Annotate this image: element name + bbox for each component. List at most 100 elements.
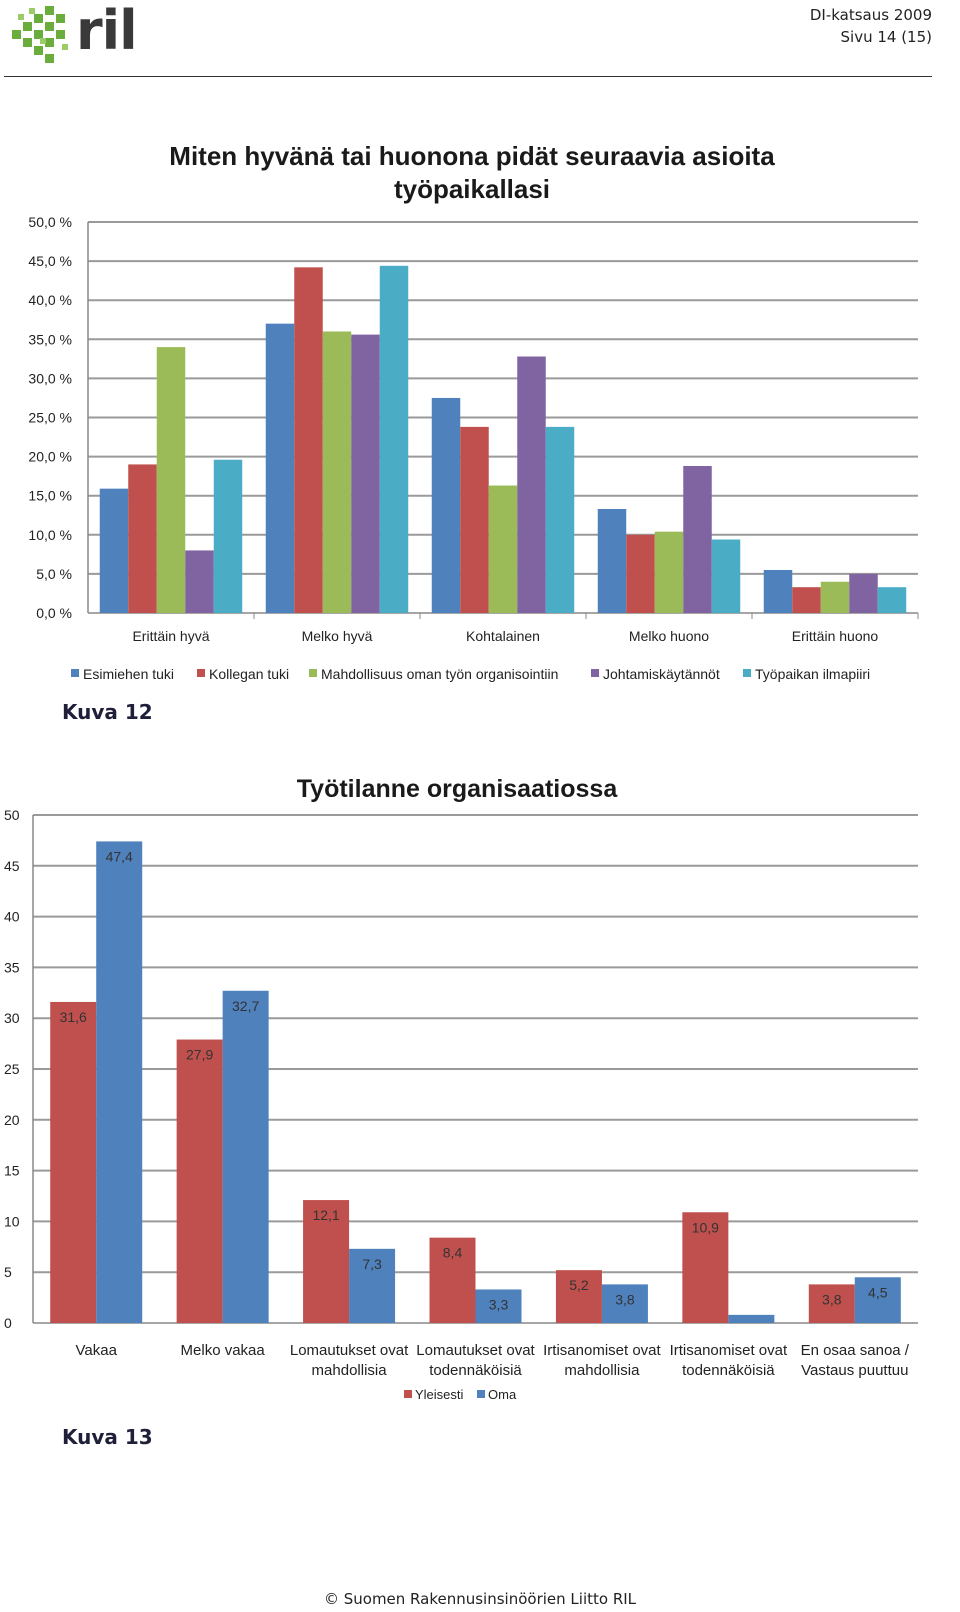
bar-esimiehen-tuki bbox=[597, 508, 627, 613]
y-tick-label: 10 bbox=[4, 1213, 20, 1229]
y-tick-label: 10,0 % bbox=[28, 527, 72, 543]
data-label: 7,3 bbox=[362, 1256, 382, 1272]
bar-yleisesti bbox=[429, 1237, 476, 1323]
y-tick-label: 15 bbox=[4, 1163, 20, 1179]
y-tick-label: 50,0 % bbox=[28, 214, 72, 230]
bar-johtamiskäytännöt bbox=[683, 465, 712, 613]
legend-label: Työpaikan ilmapiiri bbox=[755, 666, 870, 682]
data-label: 8,4 bbox=[443, 1245, 463, 1261]
chart-title: Miten hyvänä tai huonona pidät seuraavia… bbox=[169, 141, 775, 171]
bar-esimiehen-tuki bbox=[99, 488, 129, 613]
chart-title: Työtilanne organisaatiossa bbox=[297, 775, 619, 803]
chart-work-situation: Työtilanne organisaatiossa 0 5 10 15 20 25 30 35… bbox=[4, 775, 918, 1402]
x-tick-label: Lomautukset ovat bbox=[290, 1342, 409, 1359]
y-tick-label: 15,0 % bbox=[28, 488, 72, 504]
bar-oma bbox=[601, 1284, 648, 1323]
bar-yleisesti bbox=[50, 1001, 97, 1323]
legend-label: Oma bbox=[488, 1387, 517, 1402]
y-tick-label: 35,0 % bbox=[28, 331, 72, 347]
x-tick-label: En osaa sanoa / bbox=[801, 1342, 910, 1359]
y-tick-label: 25,0 % bbox=[28, 410, 72, 426]
page-header-info: DI-katsaus 2009 Sivu 14 (15) bbox=[810, 4, 932, 48]
bar-esimiehen-tuki bbox=[763, 569, 793, 613]
bar-oma bbox=[222, 990, 269, 1323]
bar-yleisesti bbox=[303, 1200, 350, 1323]
bar-yleisesti bbox=[682, 1212, 729, 1323]
report-title: DI-katsaus 2009 bbox=[809, 6, 932, 24]
y-tick-label: 5,0 % bbox=[36, 566, 72, 582]
bar-yleisesti bbox=[176, 1039, 223, 1323]
bar-oma bbox=[475, 1289, 522, 1323]
data-label: 3,3 bbox=[489, 1296, 509, 1312]
x-tick-label: todennäköisiä bbox=[429, 1362, 522, 1379]
bar-työpaikan-ilmapiiri bbox=[213, 459, 243, 613]
bar-esimiehen-tuki bbox=[431, 397, 461, 613]
x-tick-label: Melko hyvä bbox=[302, 628, 373, 644]
x-tick-label: Lomautukset ovat bbox=[416, 1342, 535, 1359]
data-label: 3,8 bbox=[822, 1291, 842, 1307]
legend-swatch bbox=[591, 669, 599, 677]
x-tick-label: Kohtalainen bbox=[466, 628, 540, 644]
y-tick-label: 40 bbox=[4, 909, 20, 925]
x-tick-label: Vastaus puuttuu bbox=[801, 1362, 908, 1379]
chart-title: työpaikallasi bbox=[394, 174, 550, 204]
data-label: 31,6 bbox=[60, 1009, 87, 1025]
bar-oma bbox=[728, 1314, 775, 1323]
logo-cubes-icon bbox=[12, 6, 68, 63]
bar-kollegan-tuki bbox=[294, 267, 323, 613]
bar-työpaikan-ilmapiiri bbox=[379, 265, 409, 613]
bar-työpaikan-ilmapiiri bbox=[877, 587, 907, 613]
legend-swatch bbox=[309, 669, 317, 677]
bar-johtamiskäytännöt bbox=[185, 550, 214, 613]
bar-kollegan-tuki bbox=[626, 534, 655, 613]
chart-workplace-ratings: Miten hyvänä tai huonona pidät seuraavia… bbox=[28, 141, 919, 682]
x-tick-label: Irtisanomiset ovat bbox=[670, 1342, 788, 1359]
y-tick-label: 45,0 % bbox=[28, 253, 72, 269]
bar-työpaikan-ilmapiiri bbox=[545, 426, 575, 613]
data-label: 27,9 bbox=[186, 1047, 213, 1063]
x-tick-label: Melko huono bbox=[629, 628, 709, 644]
y-tick-label: 40,0 % bbox=[28, 292, 72, 308]
ril-logo: ril bbox=[10, 0, 160, 66]
bar-mahdollisuus-oman-työn-organisointiin bbox=[820, 581, 850, 613]
x-tick-label: Irtisanomiset ovat bbox=[543, 1342, 661, 1359]
x-tick-label: todennäköisiä bbox=[682, 1362, 775, 1379]
x-tick-label: Erittäin hyvä bbox=[132, 628, 209, 644]
legend-label: Johtamiskäytännöt bbox=[603, 666, 720, 682]
legend-label: Kollegan tuki bbox=[209, 666, 289, 682]
bar-johtamiskäytännöt bbox=[351, 334, 380, 613]
data-label: 47,4 bbox=[106, 848, 133, 864]
legend-swatch bbox=[404, 1390, 412, 1398]
bar-oma bbox=[349, 1248, 396, 1323]
header-divider bbox=[4, 76, 932, 77]
footer-copyright: © Suomen Rakennusinsinöörien Liitto RIL bbox=[323, 1590, 637, 1608]
bar-johtamiskäytännöt bbox=[849, 573, 878, 613]
logo-text: ril bbox=[76, 0, 138, 62]
y-tick-label: 50 bbox=[4, 807, 20, 823]
bar-johtamiskäytännöt bbox=[517, 356, 546, 613]
legend-label: Esimiehen tuki bbox=[83, 666, 174, 682]
page-number: Sivu 14 (15) bbox=[840, 28, 933, 46]
legend-label: Mahdollisuus oman työn organisointiin bbox=[321, 666, 558, 682]
x-tick-label: mahdollisia bbox=[564, 1362, 640, 1379]
bar-kollegan-tuki bbox=[128, 464, 157, 613]
x-tick-label: Melko vakaa bbox=[181, 1342, 266, 1359]
bar-kollegan-tuki bbox=[792, 587, 821, 613]
bar-yleisesti bbox=[808, 1284, 855, 1323]
y-tick-label: 25 bbox=[4, 1061, 20, 1077]
legend-label: Yleisesti bbox=[415, 1387, 464, 1402]
bar-mahdollisuus-oman-työn-organisointiin bbox=[322, 331, 352, 613]
figure-caption-13: Kuva 13 bbox=[62, 1425, 153, 1449]
figure-caption-12: Kuva 12 bbox=[62, 700, 153, 724]
y-tick-label: 0 bbox=[4, 1315, 12, 1331]
y-tick-label: 45 bbox=[4, 858, 20, 874]
legend-swatch bbox=[743, 669, 751, 677]
x-tick-label: mahdollisia bbox=[312, 1362, 388, 1379]
x-tick-label: Erittäin huono bbox=[792, 628, 879, 644]
bar-kollegan-tuki bbox=[460, 426, 489, 613]
y-tick-label: 35 bbox=[4, 959, 20, 975]
y-tick-label: 30,0 % bbox=[28, 370, 72, 386]
bar-oma bbox=[96, 841, 143, 1323]
bar-mahdollisuus-oman-työn-organisointiin bbox=[654, 531, 684, 613]
data-label: 10,9 bbox=[692, 1219, 719, 1235]
